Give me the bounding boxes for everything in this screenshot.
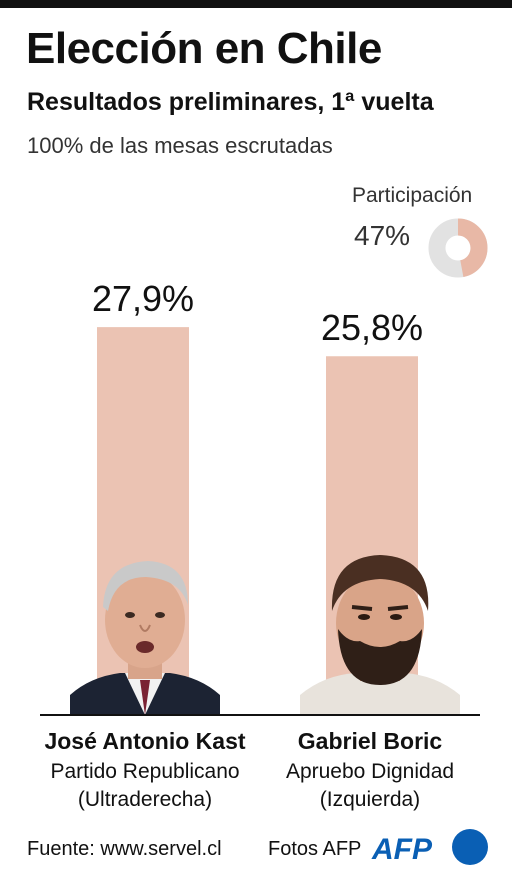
participation-donut-fill: [428, 218, 488, 278]
boric-photo: [300, 555, 460, 715]
participation-label: Participación: [352, 184, 473, 207]
participation-donut: [428, 218, 488, 278]
candidate-leaning: (Izquierda): [319, 788, 421, 811]
chart-baseline: [40, 714, 480, 716]
afp-logo: AFP: [371, 829, 488, 866]
bar-value-label: 27,9%: [92, 278, 194, 319]
candidate-leaning: (Ultraderecha): [77, 788, 213, 811]
counted-note: 100% de las mesas escrutadas: [27, 133, 333, 158]
candidate-name: José Antonio Kast: [44, 728, 246, 754]
svg-text:AFP: AFP: [371, 833, 433, 866]
top-rule: [0, 0, 512, 8]
candidate-party: Apruebo Dignidad: [285, 760, 455, 783]
participation-value: 47%: [354, 220, 411, 251]
page-title: Elección en Chile: [26, 24, 382, 73]
candidate-party: Partido Republicano: [50, 760, 240, 783]
kast-photo: [70, 561, 220, 715]
photo-credit: Fotos AFP: [268, 838, 362, 860]
candidate-name: Gabriel Boric: [297, 728, 443, 754]
source-credit: Fuente: www.servel.cl: [27, 838, 222, 860]
page-subtitle: Resultados preliminares, 1ª vuelta: [27, 88, 434, 116]
bar-value-label: 25,8%: [321, 307, 423, 348]
